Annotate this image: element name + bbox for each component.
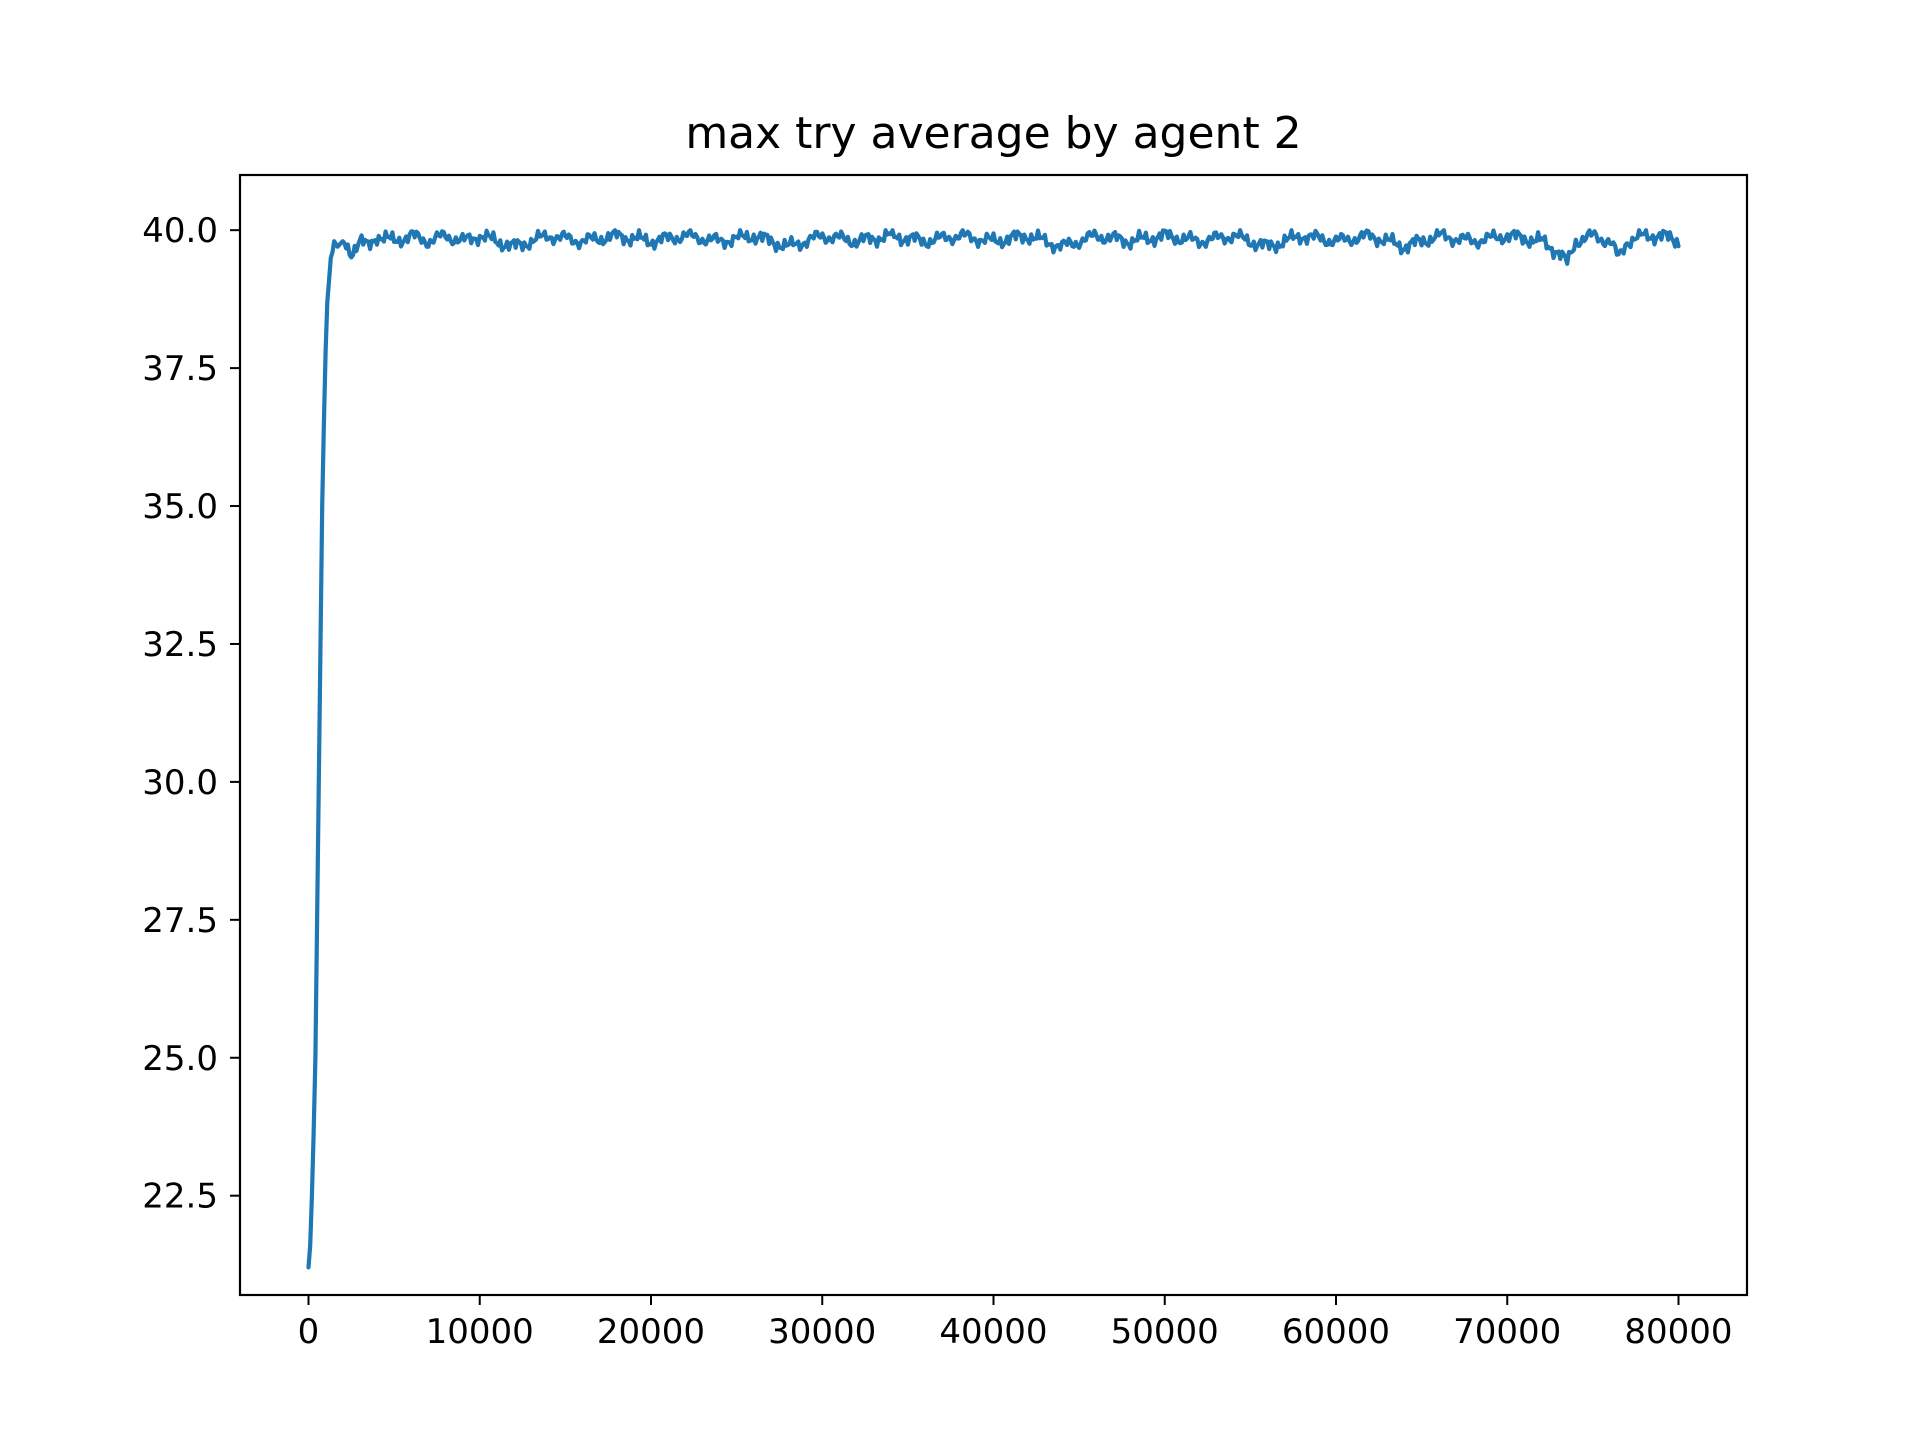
y-tick-label: 37.5 [142, 349, 218, 389]
y-tick-label: 30.0 [142, 763, 218, 803]
x-tick-label: 80000 [1624, 1312, 1732, 1352]
x-tick-label: 0 [298, 1312, 320, 1352]
y-tick-label: 32.5 [142, 625, 218, 665]
x-tick-label: 30000 [768, 1312, 876, 1352]
y-tick-label: 35.0 [142, 487, 218, 527]
x-tick-label: 70000 [1453, 1312, 1561, 1352]
y-tick-label: 22.5 [142, 1177, 218, 1217]
y-tick-label: 27.5 [142, 901, 218, 941]
y-tick-label: 40.0 [142, 211, 218, 251]
series-line [306, 228, 1681, 1270]
y-tick-label: 25.0 [142, 1039, 218, 1079]
x-tick-label: 20000 [597, 1312, 705, 1352]
x-tick-label: 40000 [939, 1312, 1047, 1352]
y-axis: 22.5 25.0 27.5 30.0 32.5 35.0 37.5 40.0 [142, 211, 240, 1217]
axes-frame [238, 173, 1749, 1297]
x-tick-label: 10000 [426, 1312, 534, 1352]
chart-title: max try average by agent 2 [685, 108, 1301, 159]
x-tick-label: 50000 [1111, 1312, 1219, 1352]
x-tick-label: 60000 [1282, 1312, 1390, 1352]
x-axis: 0 10000 20000 30000 40000 50000 60000 70000 8000… [298, 1295, 1733, 1352]
